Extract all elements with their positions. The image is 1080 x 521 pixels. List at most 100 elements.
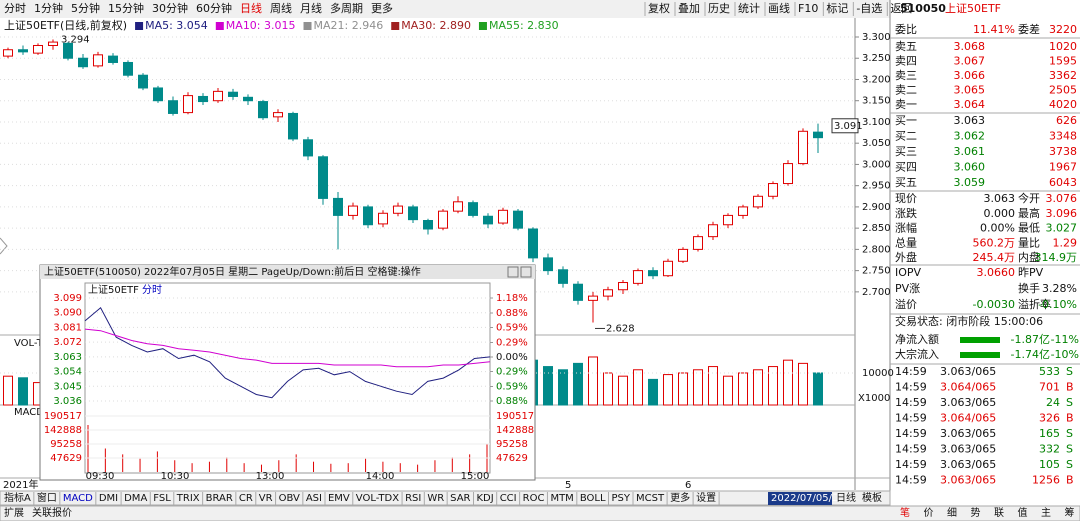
indicator-tab[interactable]: PSY <box>612 493 631 504</box>
period-tab[interactable]: 多周期 <box>330 1 363 15</box>
popup-window <box>39 264 536 481</box>
status-bar <box>0 505 1080 521</box>
volume-bar <box>813 372 823 406</box>
scroll-arrow[interactable] <box>0 237 8 255</box>
period-tab[interactable]: 15分钟 <box>108 1 144 15</box>
ask-volume: 1595 <box>1049 55 1077 68</box>
indicator-tab[interactable]: KDJ <box>476 493 493 504</box>
period-tab[interactable]: 周线 <box>270 1 292 15</box>
indicator-tab[interactable]: DMI <box>99 493 118 504</box>
indicator-tab[interactable]: BOLL <box>580 493 606 504</box>
indicator-tab[interactable]: BRAR <box>206 493 233 504</box>
intraday-y2-label: 0.00% <box>496 352 528 363</box>
indicator-tab[interactable]: VR <box>259 493 273 504</box>
panel-tab[interactable]: 值 <box>1018 506 1028 519</box>
indicator-tab[interactable]: MTM <box>550 493 573 504</box>
indicator-tab[interactable]: DMA <box>124 493 147 504</box>
panel-tab[interactable]: 细 <box>947 506 957 519</box>
trade-time: 14:59 <box>895 443 927 456</box>
legend-entry: MA10: 3.015 <box>226 19 296 32</box>
indicator-tab[interactable]: CR <box>239 493 253 504</box>
tool-button[interactable]: -自选 <box>856 2 882 15</box>
right-tab[interactable]: 模板 <box>862 491 882 504</box>
candle-body <box>693 236 703 250</box>
indicator-tab[interactable]: 指标A <box>4 491 31 504</box>
intraday-vol-label: 47629 <box>496 453 528 464</box>
tool-button[interactable]: 画线 <box>768 1 790 15</box>
panel-tab[interactable]: 筹 <box>1065 506 1075 519</box>
popup-close[interactable] <box>507 266 519 278</box>
indicator-tab[interactable]: ASI <box>306 493 322 504</box>
candle-body <box>303 139 313 157</box>
candle-body <box>198 95 208 103</box>
period-tab[interactable]: 分时 <box>4 2 26 15</box>
iopv-label: PV涨 <box>895 282 920 295</box>
y-tick-label: 2.700 <box>862 287 891 298</box>
trade-side: S <box>1066 427 1073 440</box>
trade-side: S <box>1066 365 1073 378</box>
period-tab[interactable]: 1分钟 <box>34 1 63 15</box>
indicator-tab[interactable]: FSL <box>153 493 171 504</box>
tool-button[interactable]: 统计 <box>738 2 760 15</box>
panel-tab[interactable]: 主 <box>1041 507 1051 519</box>
legend-swatch <box>478 22 487 30</box>
tool-button[interactable]: 返回 <box>890 2 912 15</box>
popup-title: 上证50ETF(510050) 2022年07月05日 星期二 PageUp/D… <box>44 265 421 278</box>
tool-button[interactable]: 标记 <box>826 1 848 15</box>
indicator-tab[interactable]: MCST <box>636 493 665 504</box>
ask-volume: 4020 <box>1049 98 1077 111</box>
y-tick-label: 2.950 <box>862 181 891 192</box>
panel-tab[interactable]: 价 <box>924 507 934 519</box>
period-tab[interactable]: 月线 <box>300 1 322 15</box>
indicator-tab[interactable]: EMV <box>328 493 350 504</box>
panel-tab[interactable]: 笔 <box>900 506 910 519</box>
candle-body <box>348 205 358 216</box>
trade-price: 3.063/065 <box>940 443 996 456</box>
indicator-tab[interactable]: OBV <box>279 493 300 504</box>
iopv-label: 换手 <box>1018 281 1040 295</box>
candle-body <box>453 201 463 212</box>
candle-body <box>588 295 598 301</box>
period-tab[interactable]: 60分钟 <box>196 1 232 15</box>
bid-price: 3.061 <box>954 145 986 158</box>
indicator-tab[interactable]: RSI <box>405 493 421 504</box>
intraday-vol-label: 190517 <box>44 411 82 422</box>
indicator-tab[interactable]: VOL-TDX <box>356 493 399 504</box>
trade-side: S <box>1066 458 1073 471</box>
trade-side: B <box>1066 474 1074 487</box>
bid-volume: 3348 <box>1049 130 1077 143</box>
candle-body <box>498 209 508 224</box>
quote-label: 外盘 <box>895 250 917 264</box>
extra-tab[interactable]: 扩展 <box>4 506 24 519</box>
tool-button[interactable]: 复权 <box>648 1 670 15</box>
indicator-tab[interactable]: 窗口 <box>37 491 57 504</box>
tool-button[interactable]: 叠加 <box>678 2 700 15</box>
tool-button[interactable]: 历史 <box>708 2 730 15</box>
right-tab[interactable]: 日线 <box>836 491 856 504</box>
iopv-label: IOPV <box>895 266 922 279</box>
indicator-tab[interactable]: 设置 <box>696 492 716 504</box>
period-tab[interactable]: 5分钟 <box>71 1 100 15</box>
indicator-tab[interactable]: CCI <box>500 493 517 504</box>
popup-close[interactable] <box>520 266 532 278</box>
period-tab[interactable]: 更多 <box>371 1 393 15</box>
indicator-tab[interactable]: WR <box>427 493 444 504</box>
panel-tab[interactable]: 势 <box>971 506 981 519</box>
legend-swatch <box>303 22 312 30</box>
extra-tab[interactable]: 关联报价 <box>32 506 72 519</box>
indicator-tab[interactable]: TRIX <box>176 493 200 504</box>
ask-label: 卖一 <box>895 98 917 111</box>
indicator-tab[interactable]: SAR <box>450 493 470 504</box>
volume-tick-label: 10000 <box>862 368 894 379</box>
indicator-tab[interactable]: MACD <box>63 493 93 504</box>
period-tab[interactable]: 30分钟 <box>152 1 188 15</box>
indicator-tab[interactable]: ROC <box>523 493 545 504</box>
indicator-tab[interactable]: 更多 <box>670 491 690 504</box>
quote-label: 今开 <box>1018 191 1040 205</box>
panel-tab[interactable]: 联 <box>994 507 1004 519</box>
period-tab[interactable]: 日线 <box>240 1 262 15</box>
y-tick-label: 3.100 <box>862 117 891 128</box>
candle-body <box>228 91 238 97</box>
tool-button[interactable]: F10 <box>798 2 818 15</box>
candle-body <box>78 57 88 68</box>
